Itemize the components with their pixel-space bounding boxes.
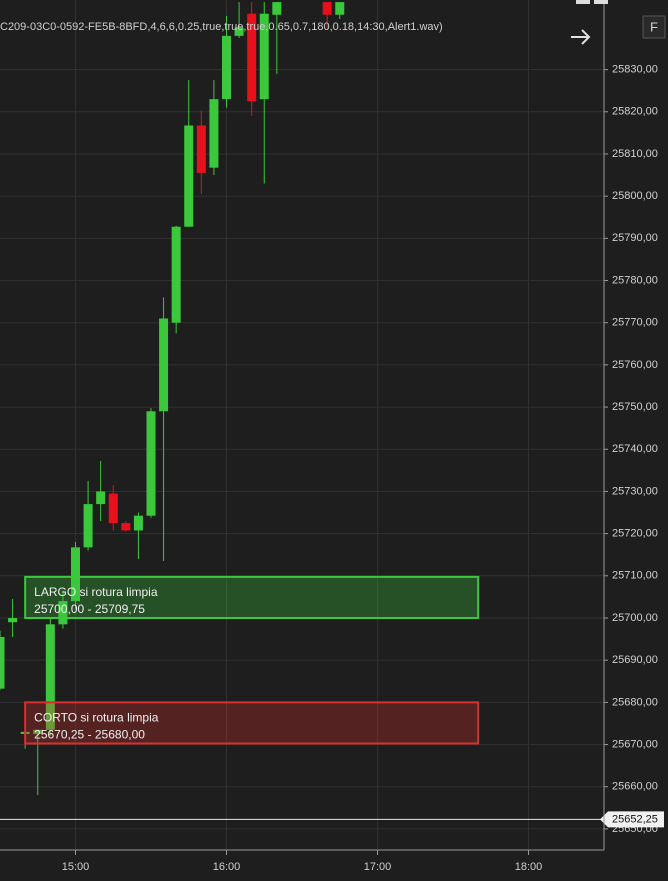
f-button-label[interactable]: F xyxy=(650,19,658,34)
y-tick-label: 25820,00 xyxy=(612,106,658,118)
candle-body xyxy=(184,125,194,227)
candle-body xyxy=(247,13,257,102)
candle-body xyxy=(159,318,169,412)
zone-title: LARGO si rotura limpia xyxy=(34,585,158,599)
y-tick-label: 25690,00 xyxy=(612,654,658,666)
zone-box xyxy=(24,575,480,619)
y-tick-label: 25670,00 xyxy=(612,738,658,750)
zone-title: CORTO si rotura limpia xyxy=(34,711,159,725)
y-tick-label: 25810,00 xyxy=(612,148,658,160)
y-tick-label: 25720,00 xyxy=(612,528,658,540)
y-tick-label: 25740,00 xyxy=(612,443,658,455)
candle-body xyxy=(272,2,282,15)
y-tick-label: 25800,00 xyxy=(612,190,658,202)
indicator-header: C209-03C0-0592-FE5B-8BFD,4,6,6,0.25,true… xyxy=(0,21,443,33)
y-tick-label: 25730,00 xyxy=(612,485,658,497)
y-tick-label: 25680,00 xyxy=(612,696,658,708)
last-price-label: 25652,25 xyxy=(612,813,658,825)
candle-body xyxy=(96,491,106,505)
f-button[interactable] xyxy=(642,15,666,39)
window-button[interactable] xyxy=(576,0,590,4)
window-button[interactable] xyxy=(594,0,608,4)
candle-body xyxy=(71,547,80,602)
y-tick-label: 25750,00 xyxy=(612,401,658,413)
y-tick-label: 25830,00 xyxy=(612,64,658,76)
candle-body xyxy=(33,729,43,734)
y-tick-label: 25700,00 xyxy=(612,612,658,624)
candle-body xyxy=(196,125,206,173)
candle-body xyxy=(133,515,143,531)
y-tick-label: 25660,00 xyxy=(612,781,658,793)
candle-body xyxy=(58,601,68,625)
candle-body xyxy=(8,617,18,623)
y-tick-label: 25710,00 xyxy=(612,570,658,582)
zone-box xyxy=(24,701,480,745)
zone-range: 25670,25 - 25680,00 xyxy=(34,728,145,742)
candle-body xyxy=(45,624,55,730)
zone-range: 25700,00 - 25709,75 xyxy=(34,602,145,616)
y-tick-label: 25790,00 xyxy=(612,232,658,244)
candle-body xyxy=(146,411,156,516)
candle-body xyxy=(108,493,118,524)
candle-body xyxy=(0,636,5,689)
candle-body xyxy=(83,504,93,548)
x-tick-label: 16:00 xyxy=(213,861,241,873)
y-tick-label: 25780,00 xyxy=(612,274,658,286)
candle-body xyxy=(234,27,244,36)
candle-body xyxy=(222,35,231,100)
y-tick-label: 25760,00 xyxy=(612,359,658,371)
x-tick-label: 15:00 xyxy=(62,861,90,873)
x-tick-label: 17:00 xyxy=(364,861,392,873)
y-tick-label: 25770,00 xyxy=(612,317,658,329)
candle-body xyxy=(121,523,131,531)
candle-body xyxy=(335,2,345,15)
x-tick-label: 18:00 xyxy=(515,861,543,873)
last-price-tag xyxy=(600,811,664,828)
arrow-icon[interactable] xyxy=(571,29,591,45)
candle-body xyxy=(209,99,219,168)
candle-body xyxy=(322,2,332,15)
candle-body xyxy=(171,226,181,323)
candle-body xyxy=(259,13,269,100)
